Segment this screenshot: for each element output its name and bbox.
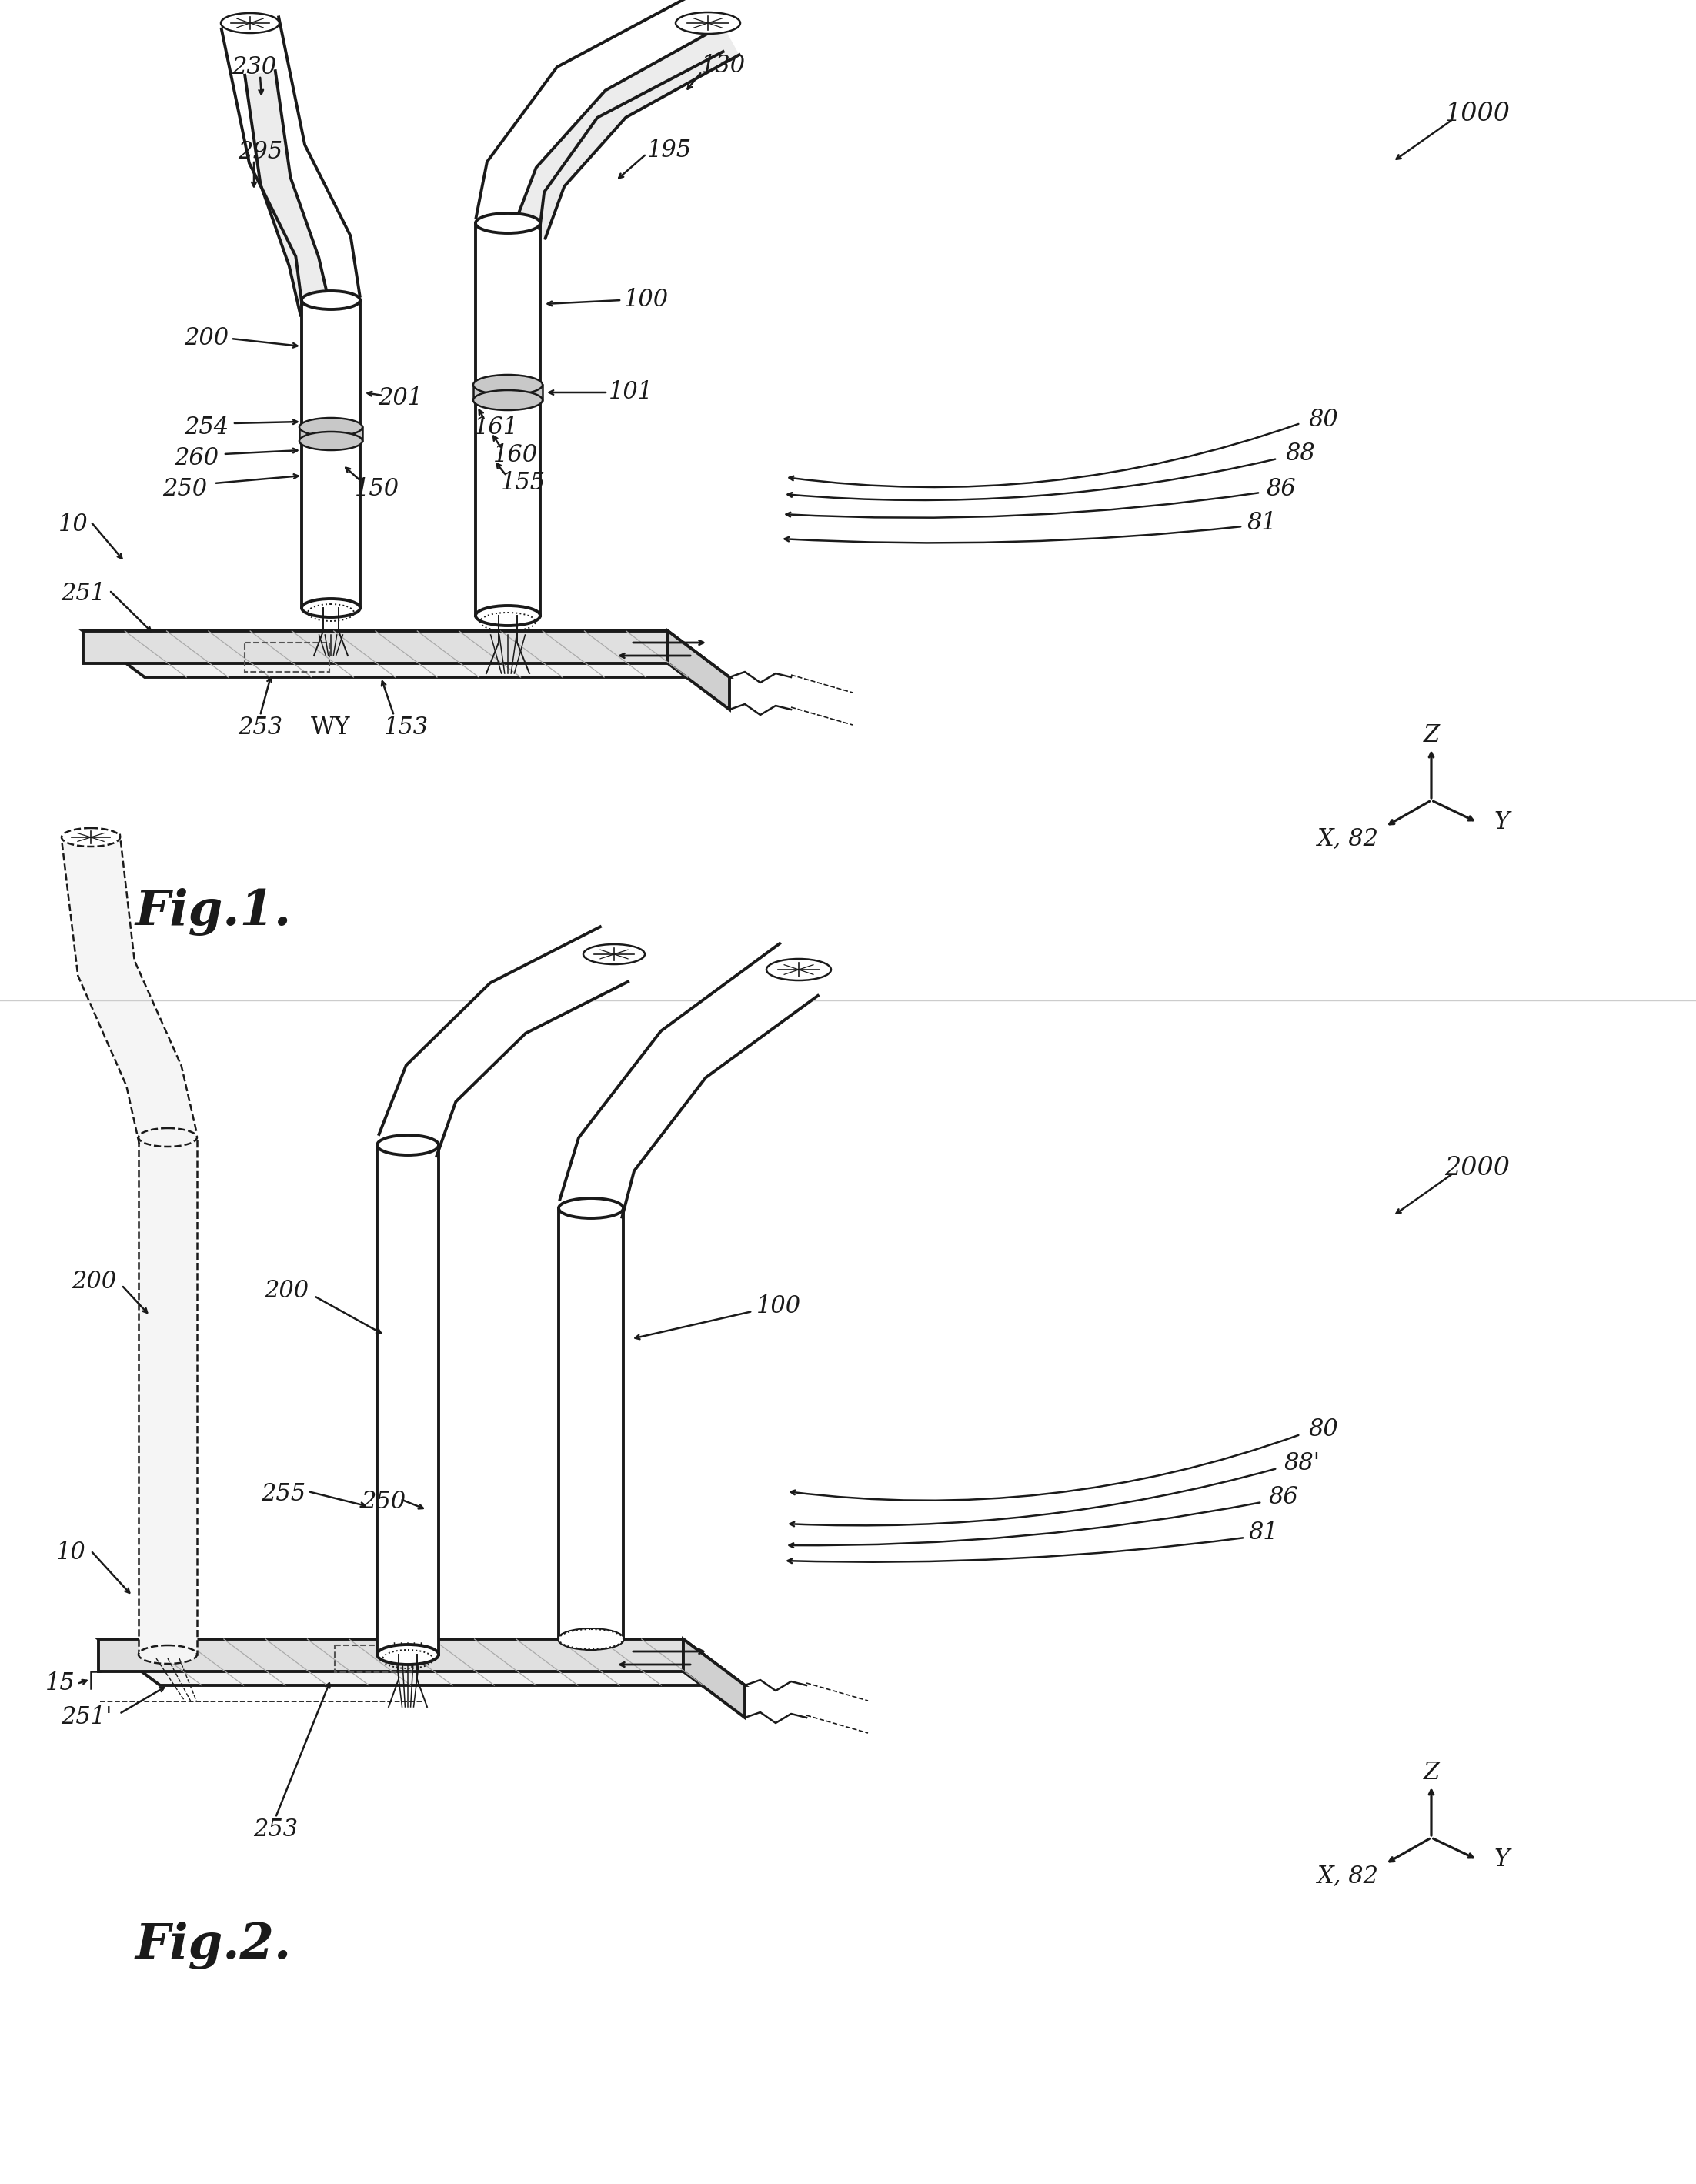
Text: 161: 161	[473, 415, 519, 439]
Bar	[244, 642, 329, 673]
Ellipse shape	[302, 290, 360, 310]
Text: 86: 86	[1269, 1485, 1299, 1509]
Text: Fig.1.: Fig.1.	[134, 889, 292, 935]
Text: Fig.2.: Fig.2.	[134, 1922, 292, 1970]
Bar	[377, 1144, 439, 1655]
Ellipse shape	[558, 1629, 624, 1649]
Text: Y: Y	[1494, 1848, 1509, 1872]
Ellipse shape	[139, 1645, 197, 1664]
Ellipse shape	[473, 376, 543, 395]
Text: 153: 153	[383, 716, 429, 740]
Polygon shape	[477, 0, 722, 229]
Text: 100: 100	[624, 288, 668, 312]
Text: 80: 80	[1309, 1417, 1338, 1441]
Bar	[558, 1208, 624, 1640]
Ellipse shape	[139, 1129, 197, 1147]
Text: Z: Z	[1423, 723, 1440, 747]
Text: 250: 250	[361, 1489, 405, 1514]
Text: 255: 255	[261, 1483, 305, 1507]
Text: 201: 201	[378, 387, 422, 411]
Ellipse shape	[675, 13, 739, 35]
Ellipse shape	[767, 959, 831, 981]
Ellipse shape	[558, 1629, 624, 1649]
Polygon shape	[61, 834, 197, 1144]
Text: 295: 295	[237, 140, 283, 164]
Ellipse shape	[582, 1640, 600, 1651]
Text: 100: 100	[756, 1295, 801, 1319]
Polygon shape	[560, 943, 817, 1216]
Text: 2000: 2000	[1445, 1155, 1509, 1182]
Ellipse shape	[298, 417, 363, 437]
Text: 253: 253	[253, 1817, 298, 1841]
Text: Z: Z	[1423, 1760, 1440, 1784]
Text: 253: 253	[237, 716, 283, 740]
Ellipse shape	[298, 432, 363, 450]
Text: 251': 251'	[61, 1706, 112, 1730]
Text: 155: 155	[500, 472, 546, 496]
Text: 250: 250	[163, 476, 207, 500]
Polygon shape	[514, 26, 739, 238]
Text: 150: 150	[354, 476, 400, 500]
Text: X, 82: X, 82	[1318, 1865, 1379, 1889]
Text: 200: 200	[183, 328, 229, 352]
Ellipse shape	[220, 13, 280, 33]
Text: 130: 130	[700, 52, 746, 76]
Text: X, 82: X, 82	[1318, 828, 1379, 852]
Polygon shape	[83, 631, 668, 664]
Text: 101: 101	[609, 380, 653, 404]
Polygon shape	[98, 1640, 683, 1671]
Bar	[475, 223, 541, 616]
Ellipse shape	[473, 391, 543, 411]
Text: 160: 160	[494, 443, 538, 467]
Text: 10: 10	[58, 513, 88, 537]
Polygon shape	[378, 926, 628, 1155]
Ellipse shape	[377, 1136, 439, 1155]
Text: 10: 10	[56, 1542, 86, 1566]
Bar	[473, 384, 543, 400]
Polygon shape	[98, 1640, 745, 1686]
Ellipse shape	[475, 214, 541, 234]
Ellipse shape	[583, 943, 644, 965]
Text: 88: 88	[1286, 441, 1316, 465]
Text: 80: 80	[1309, 408, 1338, 430]
Text: 251: 251	[61, 583, 105, 605]
Ellipse shape	[302, 598, 360, 618]
Text: WY: WY	[310, 716, 351, 740]
Text: 195: 195	[648, 138, 692, 162]
Text: 254: 254	[183, 415, 229, 439]
Polygon shape	[683, 1640, 745, 1717]
Bar	[302, 299, 360, 607]
Polygon shape	[244, 70, 331, 314]
Polygon shape	[668, 631, 729, 710]
Text: 1000: 1000	[1445, 103, 1509, 127]
Text: 200: 200	[265, 1280, 309, 1304]
Polygon shape	[222, 17, 360, 304]
Ellipse shape	[61, 828, 120, 847]
Text: 260: 260	[175, 446, 219, 470]
Text: 200: 200	[71, 1269, 117, 1293]
Text: 81: 81	[1248, 1520, 1279, 1544]
Ellipse shape	[475, 605, 541, 625]
Text: 81: 81	[1247, 511, 1277, 535]
Ellipse shape	[377, 1645, 439, 1664]
Text: 15: 15	[46, 1673, 75, 1695]
Ellipse shape	[558, 1199, 624, 1219]
Bar	[139, 1138, 197, 1655]
Text: Y: Y	[1494, 810, 1509, 834]
Polygon shape	[83, 631, 729, 677]
Bar	[298, 428, 363, 441]
Text: 88': 88'	[1284, 1452, 1319, 1476]
Bar	[334, 1645, 412, 1673]
Text: 86: 86	[1267, 476, 1296, 500]
Text: 230: 230	[232, 57, 276, 79]
